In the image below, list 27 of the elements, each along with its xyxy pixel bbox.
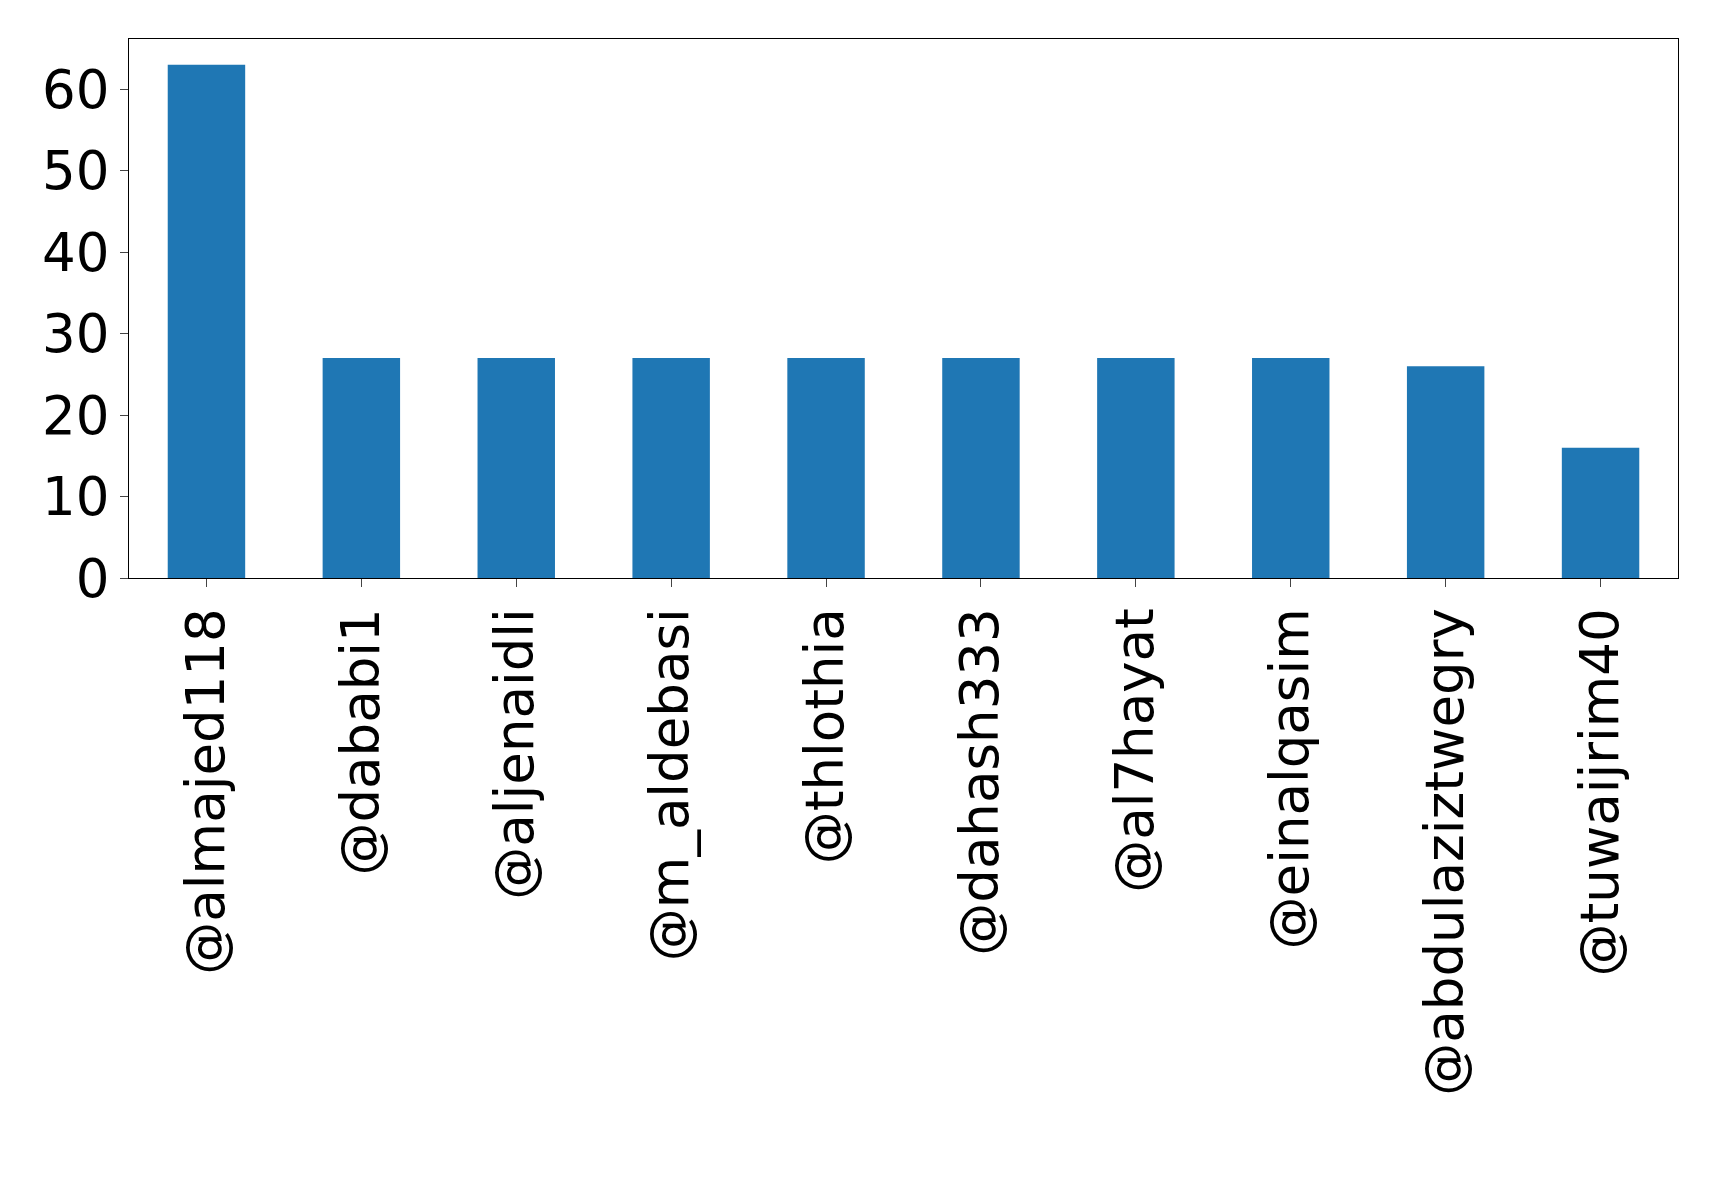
y-tick-label: 10 xyxy=(41,466,110,528)
bar xyxy=(477,358,555,578)
bar xyxy=(1252,358,1330,578)
bar xyxy=(167,64,246,578)
y-tick-label: 30 xyxy=(41,303,110,365)
x-tick-label: @einalqasim xyxy=(1258,608,1320,950)
x-tick-label: @dahash333 xyxy=(949,608,1011,956)
bar xyxy=(1561,447,1640,578)
bar xyxy=(1406,366,1485,578)
bar xyxy=(1097,358,1175,578)
x-tick-label: @dababi1 xyxy=(329,608,391,876)
x-tick-label: @al7hayat xyxy=(1104,608,1166,893)
y-tick-label: 50 xyxy=(41,140,110,202)
y-tick-label: 60 xyxy=(41,58,110,120)
bar xyxy=(632,358,710,578)
x-tick-label: @almajed118 xyxy=(174,608,236,975)
y-tick-label: 20 xyxy=(41,384,110,446)
y-tick-label: 40 xyxy=(41,221,110,283)
x-tick-label: @m_aldebasi xyxy=(639,608,702,962)
y-tick-label: 0 xyxy=(75,547,110,609)
x-tick-label: @thlothia xyxy=(794,608,856,865)
x-tick-label: @aljenaidli xyxy=(484,608,546,900)
bar xyxy=(322,358,401,578)
x-tick-label: @abdulaziztwegry xyxy=(1413,608,1475,1096)
bar xyxy=(787,358,865,578)
x-tick-label: @tuwaijrim40 xyxy=(1568,608,1630,977)
bar xyxy=(942,358,1020,578)
